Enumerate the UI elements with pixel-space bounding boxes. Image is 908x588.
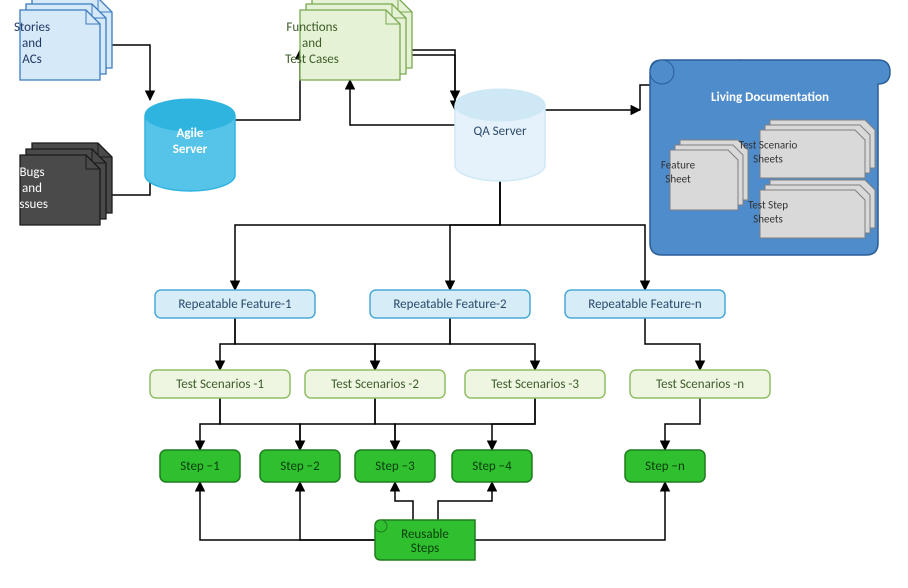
edge: [235, 318, 375, 370]
edge: [300, 482, 375, 540]
svg-text:and: and: [22, 181, 42, 196]
svg-text:QA Server: QA Server: [473, 124, 527, 139]
svg-text:and: and: [302, 36, 322, 51]
edge: [220, 318, 235, 370]
doc-functions: FunctionsandTest Cases: [285, 0, 412, 80]
svg-text:Step −n: Step −n: [645, 459, 685, 474]
svg-text:Feature: Feature: [661, 159, 696, 172]
feature-1: Repeatable Feature-2: [370, 290, 530, 318]
cylinder-qa-server: QA Server: [455, 89, 545, 181]
svg-text:Test Scenario: Test Scenario: [739, 139, 798, 152]
step-2: Step −3: [355, 450, 435, 482]
doc-bugs: BugsandIssues: [16, 143, 112, 225]
svg-text:Test Scenarios -n: Test Scenarios -n: [656, 377, 744, 392]
edge: [645, 318, 700, 370]
svg-text:Server: Server: [173, 142, 208, 157]
step-4: Step −n: [625, 450, 705, 482]
edge: [375, 318, 450, 370]
svg-text:Step −3: Step −3: [375, 459, 415, 474]
svg-text:ACs: ACs: [22, 52, 41, 67]
edge: [200, 482, 375, 540]
svg-text:Sheets: Sheets: [753, 213, 783, 226]
edge: [375, 398, 395, 450]
diagram-canvas: StoriesandACsBugsandIssuesFunctionsandTe…: [0, 0, 908, 588]
cylinder-agile-server: AgileServer: [145, 99, 235, 191]
svg-text:Issues: Issues: [16, 197, 48, 212]
step-3: Step −4: [452, 450, 532, 482]
svg-text:Sheet: Sheet: [665, 173, 691, 186]
edge: [450, 318, 535, 370]
living-documentation: Living Documentation FeatureSheet Test Sce…: [650, 60, 890, 255]
svg-text:Living Documentation: Living Documentation: [711, 90, 829, 105]
svg-text:Test Step: Test Step: [748, 199, 788, 212]
scenario-2: Test Scenarios -3: [465, 370, 605, 398]
doc-stories: StoriesandACs: [14, 0, 112, 80]
feature-0: Repeatable Feature-1: [155, 290, 315, 318]
edge: [350, 80, 455, 125]
step-1: Step −2: [260, 450, 340, 482]
svg-text:Test Cases: Test Cases: [285, 52, 339, 67]
edge: [395, 482, 413, 520]
scenario-1: Test Scenarios -2: [305, 370, 445, 398]
svg-text:Step −2: Step −2: [280, 459, 320, 474]
edge: [665, 398, 700, 450]
edge: [475, 482, 665, 540]
svg-text:Sheets: Sheets: [753, 153, 783, 166]
scenario-0: Test Scenarios -1: [150, 370, 290, 398]
svg-text:Step −1: Step −1: [180, 459, 220, 474]
svg-text:Repeatable Feature-n: Repeatable Feature-n: [588, 297, 702, 312]
svg-text:Step −4: Step −4: [472, 459, 512, 474]
svg-text:Repeatable Feature-1: Repeatable Feature-1: [178, 297, 291, 312]
edge: [300, 398, 375, 450]
edge: [492, 398, 535, 450]
svg-text:Functions: Functions: [286, 20, 337, 35]
svg-text:Steps: Steps: [411, 541, 440, 556]
edge: [200, 398, 220, 450]
svg-text:Stories: Stories: [14, 20, 50, 35]
svg-text:Reusable: Reusable: [401, 527, 449, 542]
svg-text:Test Scenarios -1: Test Scenarios -1: [176, 377, 264, 392]
svg-text:and: and: [22, 36, 42, 51]
svg-text:Repeatable Feature-2: Repeatable Feature-2: [393, 297, 507, 312]
edge: [220, 398, 300, 450]
scenario-3: Test Scenarios -n: [630, 370, 770, 398]
reusable-steps: ReusableSteps: [375, 520, 475, 560]
edge: [438, 482, 492, 520]
step-0: Step −1: [160, 450, 240, 482]
svg-text:Agile: Agile: [177, 126, 204, 141]
svg-text:Bugs: Bugs: [19, 165, 44, 180]
feature-2: Repeatable Feature-n: [565, 290, 725, 318]
svg-text:Test Scenarios -2: Test Scenarios -2: [331, 377, 419, 392]
svg-text:Test Scenarios -3: Test Scenarios -3: [491, 377, 579, 392]
